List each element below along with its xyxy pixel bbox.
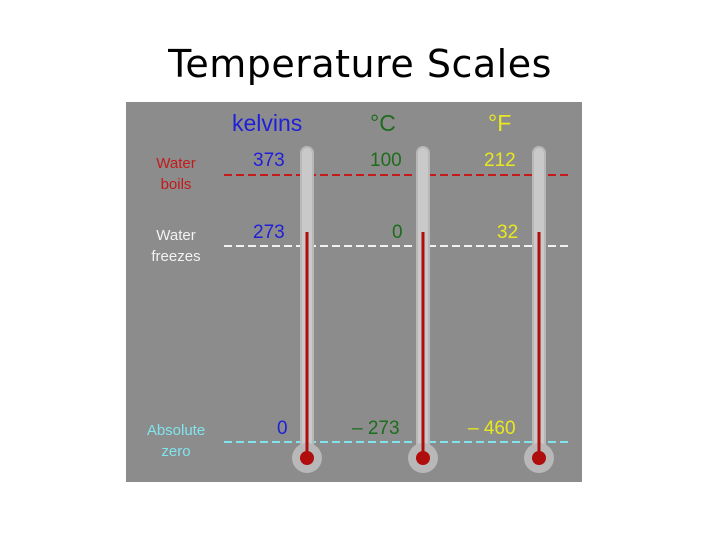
kelvin-header: kelvins (232, 110, 303, 136)
label-water-freezes: Water freezes (151, 227, 201, 265)
celsius-boils-value: 100 (370, 150, 402, 171)
fahrenheit-boils-value: 212 (484, 150, 516, 171)
celsius-freezes-value: 0 (392, 222, 403, 243)
kelvin-absolute-zero-value: 0 (277, 418, 288, 439)
fahrenheit-bulb (532, 451, 546, 465)
kelvin-freezes-value: 273 (253, 222, 285, 243)
celsius-thermometer (408, 146, 438, 473)
kelvin-thermometer (292, 146, 322, 473)
slide-title: Temperature Scales (168, 42, 552, 86)
label-absolute-zero: Absolute zero (146, 422, 206, 460)
celsius-absolute-zero-value: – 273 (352, 418, 400, 439)
celsius-bulb (416, 451, 430, 465)
temperature-scales-diagram: kelvins °C °F Water boils Water freezes Ab… (126, 102, 582, 482)
label-water-boils: Water boils (156, 155, 196, 193)
fahrenheit-freezes-value: 32 (497, 222, 519, 243)
thermometer-graphic (224, 146, 572, 473)
kelvin-bulb (300, 451, 314, 465)
fahrenheit-absolute-zero-value: – 460 (468, 418, 516, 439)
celsius-header: °C (370, 110, 396, 136)
kelvin-boils-value: 373 (253, 150, 285, 171)
fahrenheit-thermometer (524, 146, 554, 473)
fahrenheit-header: °F (488, 110, 512, 136)
